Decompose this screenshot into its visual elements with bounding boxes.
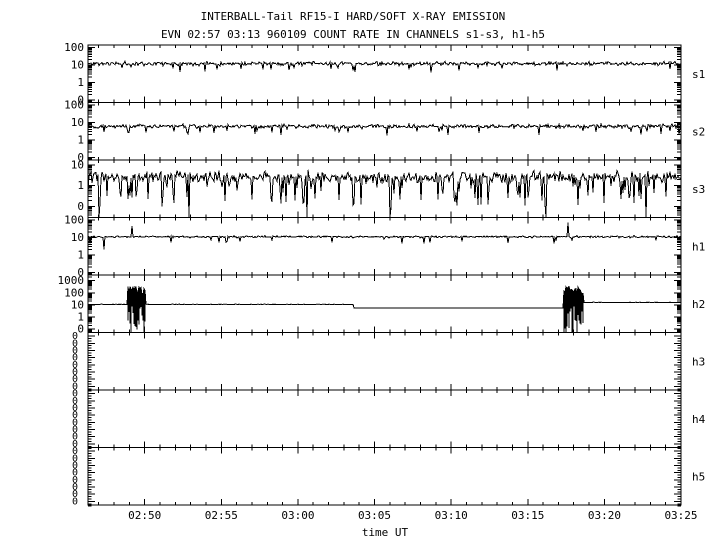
x-tick-label-03-00: 03:00: [281, 509, 314, 522]
panel-label-h4: h4: [692, 413, 706, 426]
y-tick-zero-h5: 0: [72, 446, 78, 457]
panel-label-h5: h5: [692, 470, 705, 483]
y-tick-zero-h5: 0: [72, 482, 78, 493]
y-tick-label-s3-0: 0: [77, 200, 84, 213]
y-tick-label-s2-0: 0: [77, 151, 84, 164]
y-tick-label-h1-100: 100: [64, 214, 84, 227]
chart-title: INTERBALL-Tail RF15-I HARD/SOFT X-RAY EM…: [201, 10, 506, 23]
y-tick-label-h2-100: 100: [64, 286, 84, 299]
y-tick-label-s2-1: 1: [77, 133, 84, 146]
y-tick-zero-h4: 0: [72, 396, 78, 407]
panel-h2-burst-lines: [127, 286, 584, 333]
y-tick-label-s2-100: 100: [64, 99, 84, 112]
x-axis-tick-labels: 02:50 02:55 03:00 03:05 03:10 03:15 03:20 03:25: [128, 509, 697, 522]
panel-label-s1: s1: [692, 68, 705, 81]
y-tick-zero-h3: 0: [72, 338, 78, 349]
y-tick-label-h1-10: 10: [71, 231, 84, 244]
y-tick-label-h2-1: 1: [77, 310, 84, 323]
x-tick-label-02-55: 02:55: [205, 509, 238, 522]
x-tick-label-03-20: 03:20: [588, 509, 621, 522]
y-tick-label-h2-1000: 1000: [58, 274, 85, 287]
panel-s2-trace: [87, 122, 682, 136]
y-tick-zero-h5: 0: [72, 489, 78, 500]
y-tick-label-h2-0: 0: [77, 322, 84, 335]
y-tick-label-s3-10: 10: [71, 158, 84, 171]
y-tick-zero-h5: 0: [72, 461, 78, 472]
panel-label-h1: h1: [692, 240, 705, 253]
y-tick-zero-h4: 0: [72, 439, 78, 450]
panel-label-s3: s3: [692, 183, 705, 196]
y-tick-zero-h4: 0: [72, 425, 78, 436]
y-tick-zero-h3: 0: [72, 331, 78, 342]
y-tick-label-h1-0: 0: [77, 266, 84, 279]
y-tick-label-s3-1: 1: [77, 179, 84, 192]
y-tick-zero-h5: 0: [72, 475, 78, 486]
y-tick-zero-h3: 0: [72, 346, 78, 357]
y-tick-zero-h3: 0: [72, 360, 78, 371]
plot-area: 1001010s11001010s21010s31001010h11000100…: [58, 41, 706, 522]
panel-label-h2: h2: [692, 298, 705, 311]
y-tick-zero-h4: 0: [72, 432, 78, 443]
panel-s1-trace: [87, 59, 682, 73]
y-tick-label-h2-10: 10: [71, 298, 84, 311]
x-tick-label-03-15: 03:15: [511, 509, 544, 522]
y-tick-label-s1-100: 100: [64, 41, 84, 54]
y-tick-zero-h5: 0: [72, 468, 78, 479]
y-tick-label-s1-1: 1: [77, 76, 84, 89]
x-axis-label: time UT: [362, 526, 409, 539]
x-tick-label-03-25: 03:25: [664, 509, 697, 522]
y-tick-label-s1-0: 0: [77, 93, 84, 106]
y-tick-label-s2-10: 10: [71, 116, 84, 129]
y-tick-zero-h5: 0: [72, 453, 78, 464]
y-tick-zero-h3: 0: [72, 374, 78, 385]
x-tick-label-03-05: 03:05: [358, 509, 391, 522]
y-tick-zero-h3: 0: [72, 353, 78, 364]
panel-label-s2: s2: [692, 125, 705, 138]
panel-h1-trace: [87, 222, 682, 250]
x-tick-label-02-50: 02:50: [128, 509, 161, 522]
y-tick-zero-h4: 0: [72, 403, 78, 414]
y-tick-zero-h5: 0: [72, 496, 78, 507]
y-tick-zero-h3: 0: [72, 367, 78, 378]
panel-h2-trace: [87, 285, 681, 309]
y-tick-zero-h4: 0: [72, 389, 78, 400]
panel-label-h3: h3: [692, 355, 705, 368]
x-tick-label-03-10: 03:10: [435, 509, 468, 522]
y-tick-label-s1-10: 10: [71, 59, 84, 72]
panel-s3-trace: [87, 168, 682, 218]
y-tick-label-h1-1: 1: [77, 248, 84, 261]
y-tick-zero-h4: 0: [72, 410, 78, 421]
y-tick-zero-h3: 0: [72, 381, 78, 392]
y-tick-zero-h4: 0: [72, 417, 78, 428]
chart-subtitle: EVN 02:57 03:13 960109 COUNT RATE IN CHA…: [161, 28, 545, 41]
